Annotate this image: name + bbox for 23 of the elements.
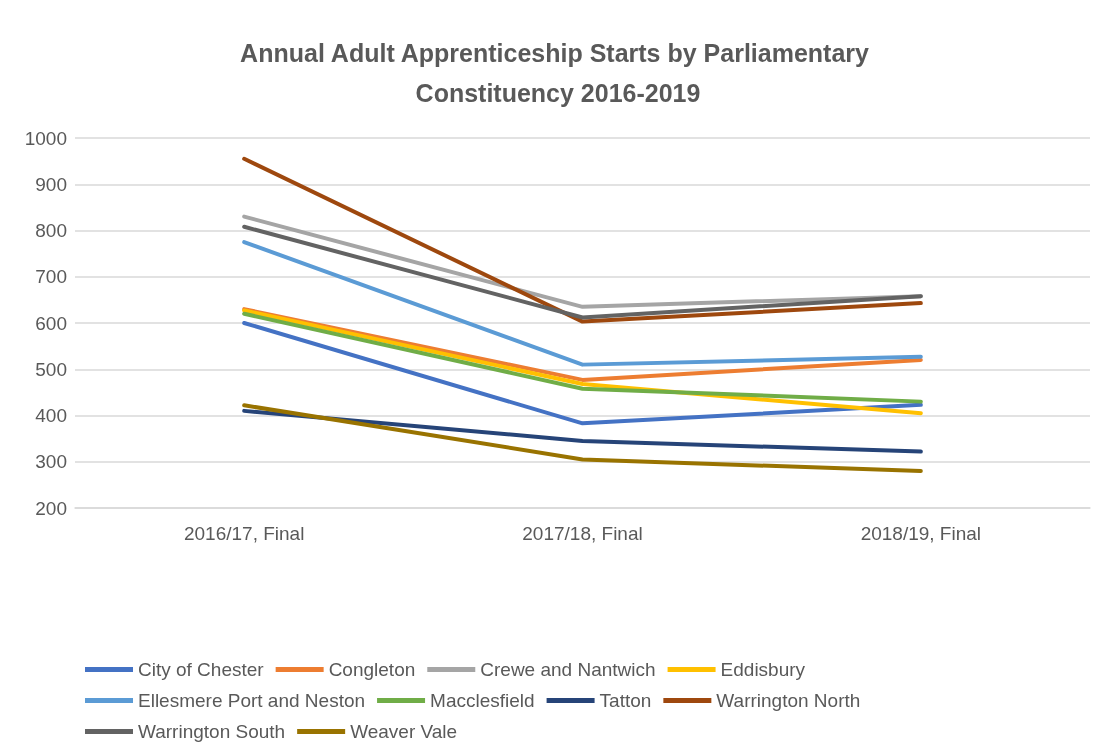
y-tick-label: 1000 (24, 127, 67, 149)
y-tick-label: 900 (35, 173, 67, 195)
legend-label: Warrington North (716, 690, 861, 711)
y-tick-label: 700 (35, 266, 67, 288)
y-tick-label: 600 (35, 312, 67, 334)
x-tick-label: 2016/17, Final (183, 523, 305, 544)
legend-label: Macclesfield (430, 690, 535, 711)
legend-label: City of Chester (138, 659, 265, 680)
y-tick-label: 300 (35, 451, 67, 473)
x-tick-label: 2017/18, Final (522, 523, 643, 544)
y-tick-label: 800 (35, 220, 67, 241)
legend-label: Eddisbury (720, 659, 806, 680)
y-tick-label: 200 (35, 497, 67, 519)
legend-label: Weaver Vale (350, 721, 458, 742)
y-tick-label: 400 (35, 405, 67, 426)
legend-label: Congleton (328, 659, 416, 680)
y-tick-label: 500 (35, 358, 67, 380)
x-tick-label: 2018/19, Final (860, 523, 982, 544)
chart-title: Annual Adult Apprenticeship Starts by Parliamentary Constituency 2016-2019 (240, 39, 876, 107)
legend-label: Crewe and Nantwich (480, 659, 656, 680)
legend-label: Tatton (599, 690, 652, 711)
legend-label: Ellesmere Port and Neston (138, 690, 366, 711)
legend-label: Warrington South (138, 721, 286, 742)
